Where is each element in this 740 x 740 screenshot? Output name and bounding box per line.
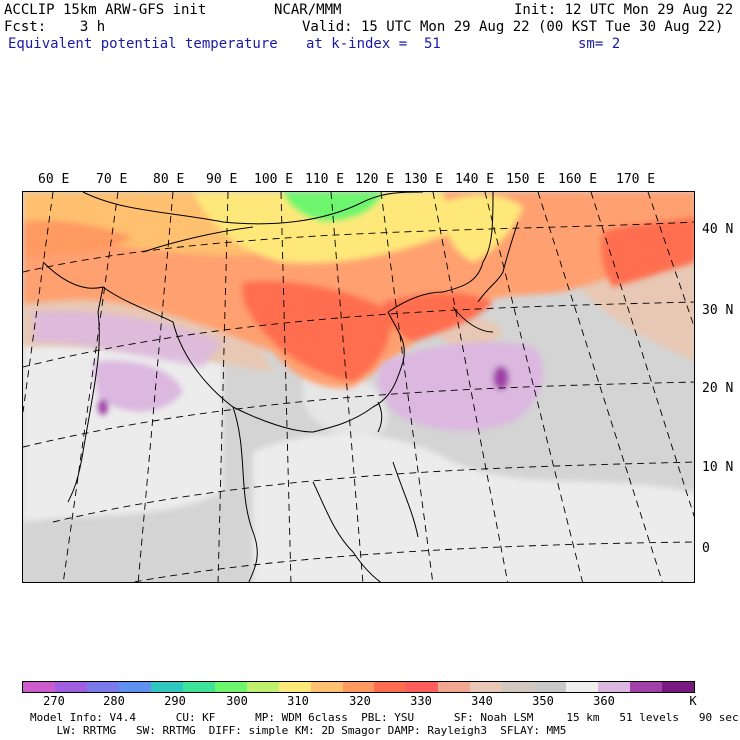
lat-label: 40 N [702,222,734,237]
colorbar-tick: 310 [287,694,309,708]
lon-label: 170 E [616,172,656,187]
colorbar-swatch [534,682,567,692]
lat-label: 0 [702,541,710,556]
model-title: ACCLIP 15km ARW-GFS init [4,2,207,18]
colorbar-swatch [246,682,279,692]
lat-label: 30 N [702,303,734,318]
colorbar-tick: 340 [471,694,493,708]
colorbar-swatch [566,682,599,692]
colorbar-swatch [23,682,55,692]
colorbar-swatch [470,682,503,692]
colorbar-swatch [342,682,375,692]
high-theta-e-band [23,192,694,388]
lon-label: 130 E [404,172,444,187]
lon-label: 100 E [254,172,294,187]
colorbar-swatch [86,682,119,692]
colorbar-swatch [662,682,695,692]
lon-label: 120 E [355,172,395,187]
lon-label: 70 E [96,172,128,187]
colorbar-unit: K [689,694,697,708]
valid-time: Valid: 15 UTC Mon 29 Aug 22 (00 KST Tue … [302,19,724,35]
init-time: Init: 12 UTC Mon 29 Aug 22 [514,2,734,18]
lon-label: 90 E [206,172,238,187]
smoothing-label: sm= 2 [578,36,621,52]
colorbar-swatch [278,682,311,692]
model-info-line1: Model Info: V4.4 CU: KF MP: WDM 6class P… [30,711,739,724]
colorbar-tick: 330 [410,694,432,708]
lon-label: 160 E [558,172,598,187]
colorbar-tick: 270 [43,694,65,708]
colorbar-tick: 360 [593,694,615,708]
colorbar-swatch [118,682,151,692]
colorbar-swatch [438,682,471,692]
institution-label: NCAR/MMM [274,2,342,18]
colorbar [22,681,695,693]
colorbar-swatch [310,682,343,692]
colorbar-swatch [214,682,247,692]
colorbar-swatch [374,682,407,692]
colorbar-swatch [54,682,87,692]
lat-label: 10 N [702,460,734,475]
theta-e-map [22,191,695,583]
colorbar-swatch [630,682,663,692]
colorbar-swatch [406,682,439,692]
colorbar-swatch [150,682,183,692]
forecast-hour: Fcst: 3 h [4,19,106,35]
colorbar-tick: 300 [226,694,248,708]
level-index: at k-index = 51 [306,36,441,52]
colorbar-tick: 290 [164,694,186,708]
coastlines [42,192,519,582]
lon-label: 110 E [305,172,345,187]
colorbar-swatch [182,682,215,692]
lon-label: 80 E [153,172,185,187]
colorbar-tick: 320 [349,694,371,708]
lon-label: 60 E [38,172,70,187]
graticule [23,192,694,582]
lon-label: 150 E [506,172,546,187]
lat-label: 20 N [702,381,734,396]
colorbar-swatch [502,682,535,692]
colorbar-swatch [598,682,631,692]
colorbar-tick: 280 [103,694,125,708]
colorbar-tick: 350 [532,694,554,708]
very-high-theta-e-zones [33,310,544,431]
model-info-line2: LW: RRTMG SW: RRTMG DIFF: simple KM: 2D … [30,724,567,737]
lon-label: 140 E [455,172,495,187]
field-name: Equivalent potential temperature [8,36,278,52]
map-field-svg [23,192,694,582]
